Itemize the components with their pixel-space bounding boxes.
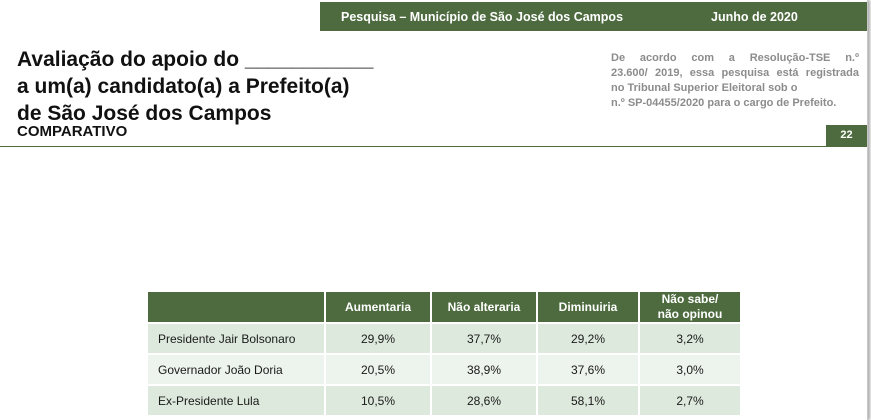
cell-aumentaria: 20,5% bbox=[324, 353, 432, 386]
cell-diminuiria: 58,1% bbox=[536, 384, 640, 417]
page-number: 22 bbox=[826, 125, 867, 146]
cell-nao-alteraria: 28,6% bbox=[430, 384, 538, 417]
notice-line-2: 23.600/ 2019, essa pesquisa está registr… bbox=[611, 67, 859, 79]
header-divider bbox=[0, 146, 867, 147]
header-nao-sabe-line-2: não opinou bbox=[657, 307, 723, 321]
header-bar: Pesquisa – Município de São José dos Cam… bbox=[320, 2, 867, 31]
notice-line-4: n.º SP-04455/2020 para o cargo de Prefei… bbox=[611, 97, 837, 109]
cell-diminuiria: 29,2% bbox=[536, 322, 640, 355]
cell-aumentaria: 10,5% bbox=[324, 384, 432, 417]
table-row: Ex-Presidente Lula 10,5% 28,6% 58,1% 2,7… bbox=[146, 384, 742, 417]
header-nao-alteraria: Não alteraria bbox=[430, 290, 538, 324]
title-line-1: Avaliação do apoio do ___________ bbox=[17, 48, 374, 71]
cell-nao-sabe: 2,7% bbox=[638, 384, 742, 417]
page-subtitle: COMPARATIVO bbox=[17, 123, 128, 140]
notice-line-1: De acordo com a Resolução-TSE n.º bbox=[611, 52, 859, 64]
cell-aumentaria: 29,9% bbox=[324, 322, 432, 355]
title-line-2: a um(a) candidato(a) a Prefeito(a) bbox=[17, 75, 350, 98]
survey-label: Pesquisa – Município de São José dos Cam… bbox=[341, 10, 624, 24]
cell-nao-sabe: 3,2% bbox=[638, 322, 742, 355]
header-aumentaria: Aumentaria bbox=[324, 290, 432, 324]
header-nao-sabe: Não sabe/ não opinou bbox=[638, 290, 742, 324]
title-line-3: de São José dos Campos bbox=[17, 102, 272, 125]
table-row: Governador João Doria 20,5% 38,9% 37,6% … bbox=[146, 353, 742, 386]
header-nao-sabe-line-1: Não sabe/ bbox=[661, 292, 719, 306]
row-label: Governador João Doria bbox=[146, 353, 326, 386]
row-label: Ex-Presidente Lula bbox=[146, 384, 326, 417]
comparison-table: Aumentaria Não alteraria Diminuiria Não … bbox=[146, 290, 742, 417]
cell-nao-alteraria: 38,9% bbox=[430, 353, 538, 386]
row-label: Presidente Jair Bolsonaro bbox=[146, 322, 326, 355]
cell-diminuiria: 37,6% bbox=[536, 353, 640, 386]
cell-nao-alteraria: 37,7% bbox=[430, 322, 538, 355]
survey-date: Junho de 2020 bbox=[711, 10, 798, 24]
tse-registration-notice: De acordo com a Resolução-TSE n.º 23.600… bbox=[611, 51, 859, 111]
notice-line-3: no Tribunal Superior Eleitoral sob o bbox=[611, 82, 798, 94]
table-header-row: Aumentaria Não alteraria Diminuiria Não … bbox=[146, 290, 742, 324]
cell-nao-sabe: 3,0% bbox=[638, 353, 742, 386]
table-row: Presidente Jair Bolsonaro 29,9% 37,7% 29… bbox=[146, 322, 742, 355]
header-diminuiria: Diminuiria bbox=[536, 290, 640, 324]
page-title: Avaliação do apoio do ___________ a um(a… bbox=[17, 46, 373, 127]
header-blank bbox=[146, 290, 326, 324]
